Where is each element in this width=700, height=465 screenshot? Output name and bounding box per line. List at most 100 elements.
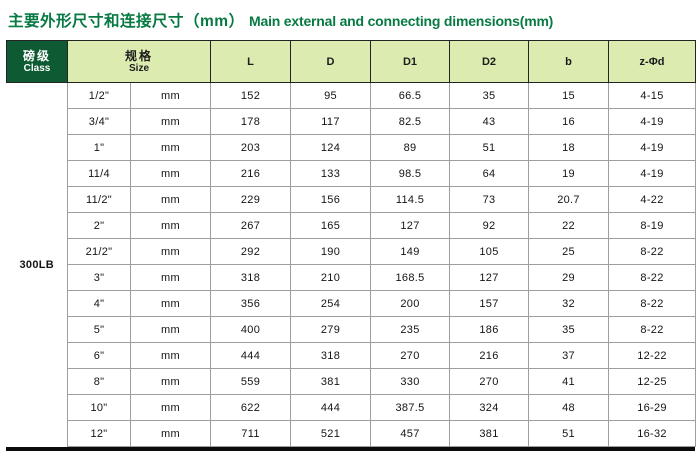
table-cell: 400 bbox=[210, 316, 292, 343]
table-cell: 48 bbox=[528, 394, 610, 421]
table-cell: 318 bbox=[210, 264, 292, 291]
table-cell: 43 bbox=[449, 108, 530, 135]
table-cell: mm bbox=[129, 160, 212, 187]
table-cell: 4-19 bbox=[608, 134, 697, 161]
table-cell: mm bbox=[129, 290, 212, 317]
table-cell: 4-19 bbox=[608, 160, 697, 187]
table-cell: 8" bbox=[67, 368, 131, 395]
table-cell: 64 bbox=[449, 160, 530, 187]
column-header-zd: z-Φd bbox=[608, 40, 697, 83]
table-cell: 8-22 bbox=[608, 316, 697, 343]
table-row: 10" mm 622 444 387.5 324 48 16-29 bbox=[7, 394, 697, 421]
column-header-D2: D2 bbox=[449, 40, 530, 83]
column-header-L: L bbox=[210, 40, 292, 83]
table-cell: 267 bbox=[210, 212, 292, 239]
table-cell: mm bbox=[129, 212, 212, 239]
table-cell: 8-19 bbox=[608, 212, 697, 239]
table-cell: 127 bbox=[449, 264, 530, 291]
table-cell: 3/4" bbox=[67, 108, 131, 135]
table-cell: 12-22 bbox=[608, 342, 697, 369]
table-row: 3/4" mm 178 117 82.5 43 16 4-19 bbox=[7, 108, 697, 135]
table-cell: 114.5 bbox=[370, 186, 451, 213]
table-cell: 95 bbox=[290, 82, 372, 109]
table-cell: mm bbox=[129, 394, 212, 421]
table-cell: 200 bbox=[370, 290, 451, 317]
table-cell: mm bbox=[129, 420, 212, 447]
table-cell: 165 bbox=[290, 212, 372, 239]
table-cell: 168.5 bbox=[370, 264, 451, 291]
table-cell: 292 bbox=[210, 238, 292, 265]
table-cell: 18 bbox=[528, 134, 610, 161]
table-cell: 4" bbox=[67, 290, 131, 317]
table-cell: 8-22 bbox=[608, 290, 697, 317]
class-value-cell: 300LB bbox=[6, 82, 68, 447]
table-cell: 19 bbox=[528, 160, 610, 187]
table-cell: 178 bbox=[210, 108, 292, 135]
table-header: 磅级 Class 规格 Size L D D1 D2 b z-Φd bbox=[6, 40, 697, 83]
table-cell: 1" bbox=[67, 134, 131, 161]
table-cell: 8-22 bbox=[608, 238, 697, 265]
table-cell: 20.7 bbox=[528, 186, 610, 213]
column-header-size: 规格 Size bbox=[66, 40, 212, 83]
table-cell: 124 bbox=[290, 134, 372, 161]
table-cell: 73 bbox=[449, 186, 530, 213]
table-cell: 92 bbox=[449, 212, 530, 239]
table-cell: 444 bbox=[210, 342, 292, 369]
table-cell: mm bbox=[129, 342, 212, 369]
table-cell: 216 bbox=[210, 160, 292, 187]
table-cell: 216 bbox=[449, 342, 530, 369]
size-header-zh: 规格 bbox=[125, 49, 154, 63]
table-cell: 29 bbox=[528, 264, 610, 291]
table-cell: 5" bbox=[67, 316, 131, 343]
table-row: 11/2" mm 229 156 114.5 73 20.7 4-22 bbox=[7, 186, 697, 213]
table-cell: 51 bbox=[528, 420, 610, 447]
table-cell: 559 bbox=[210, 368, 292, 395]
table-cell: 6" bbox=[67, 342, 131, 369]
table-row: 5" mm 400 279 235 186 35 8-22 bbox=[7, 316, 697, 343]
table-cell: 16 bbox=[528, 108, 610, 135]
header-row: 磅级 Class 规格 Size L D D1 D2 b z-Φd bbox=[6, 40, 697, 83]
table-cell: 3" bbox=[67, 264, 131, 291]
dimensions-table: 磅级 Class 规格 Size L D D1 D2 b z-Φd 300LB 1… bbox=[6, 40, 697, 447]
table-cell: 37 bbox=[528, 342, 610, 369]
table-cell: 16-32 bbox=[608, 420, 697, 447]
table-cell: 270 bbox=[449, 368, 530, 395]
table-row: 6" mm 444 318 270 216 37 12-22 bbox=[7, 342, 697, 369]
table-cell: 356 bbox=[210, 290, 292, 317]
table-cell: 51 bbox=[449, 134, 530, 161]
column-header-D: D bbox=[290, 40, 372, 83]
table-cell: 622 bbox=[210, 394, 292, 421]
table-cell: 35 bbox=[528, 316, 610, 343]
page-title-english: Main external and connecting dimensions(… bbox=[249, 13, 554, 29]
table-row: 3" mm 318 210 168.5 127 29 8-22 bbox=[7, 264, 697, 291]
table-row: 11/4 mm 216 133 98.5 64 19 4-19 bbox=[7, 160, 697, 187]
column-header-b: b bbox=[528, 40, 610, 83]
table-cell: 16-29 bbox=[608, 394, 697, 421]
table-cell: 1/2" bbox=[67, 82, 131, 109]
table-cell: 203 bbox=[210, 134, 292, 161]
table-cell: 444 bbox=[290, 394, 372, 421]
table-cell: 210 bbox=[290, 264, 372, 291]
table-cell: 4-15 bbox=[608, 82, 697, 109]
table-row: 4" mm 356 254 200 157 32 8-22 bbox=[7, 290, 697, 317]
table-row: 8" mm 559 381 330 270 41 12-25 bbox=[7, 368, 697, 395]
table-cell: 12-25 bbox=[608, 368, 697, 395]
table-cell: mm bbox=[129, 186, 212, 213]
column-header-class: 磅级 Class bbox=[6, 40, 68, 83]
table-cell: mm bbox=[129, 134, 212, 161]
table-cell: mm bbox=[129, 368, 212, 395]
table-cell: 190 bbox=[290, 238, 372, 265]
page-title-chinese: 主要外形尺寸和连接尺寸（mm） bbox=[8, 13, 245, 30]
table-cell: 11/2" bbox=[67, 186, 131, 213]
table-cell: 457 bbox=[370, 420, 451, 447]
table-cell: mm bbox=[129, 108, 212, 135]
table-row: 1" mm 203 124 89 51 18 4-19 bbox=[7, 134, 697, 161]
table-cell: 235 bbox=[370, 316, 451, 343]
table-cell: 156 bbox=[290, 186, 372, 213]
table-cell: 35 bbox=[449, 82, 530, 109]
table-cell: 521 bbox=[290, 420, 372, 447]
page-title: 主要外形尺寸和连接尺寸（mm） Main external and connec… bbox=[8, 9, 696, 31]
table-cell: mm bbox=[129, 238, 212, 265]
table-cell: 711 bbox=[210, 420, 292, 447]
table-cell: 11/4 bbox=[67, 160, 131, 187]
